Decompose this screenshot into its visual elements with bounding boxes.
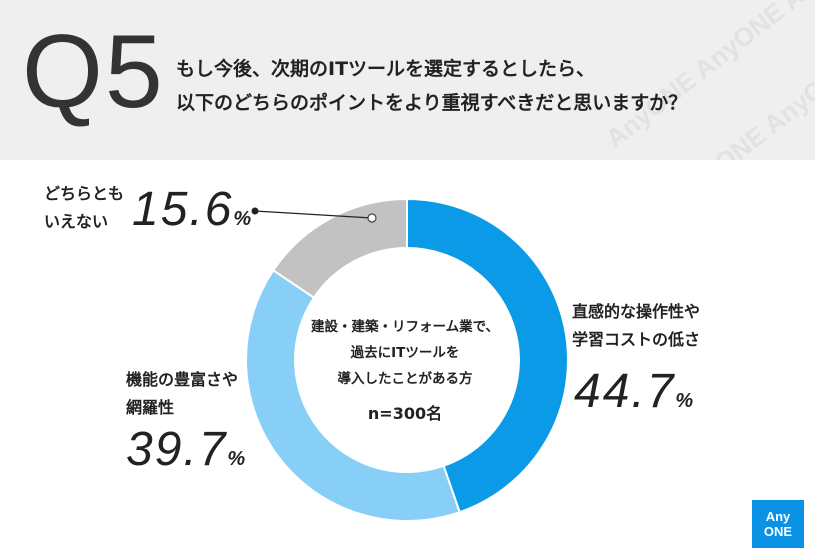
label-neither: どちらとも いえない xyxy=(44,180,124,236)
percent-ease: 44.7% xyxy=(574,368,693,425)
slice-ease xyxy=(406,197,569,514)
percent-sign: % xyxy=(233,208,252,230)
slice-neither xyxy=(271,197,408,300)
question-number: Q5 xyxy=(22,14,165,130)
label-ease-line2: 学習コストの低さ xyxy=(572,330,701,349)
label-ease: 直感的な操作性や 学習コストの低さ xyxy=(572,298,700,354)
label-neither-line1: どちらとも xyxy=(44,184,125,203)
percent-neither: 15.6% xyxy=(132,186,251,243)
question-line: もし今後、次期のITツールを選定するとしたら、 xyxy=(176,58,596,80)
percent-value: 39.7 xyxy=(126,423,228,476)
question-text: もし今後、次期のITツールを選定するとしたら、 以下のどちらのポイントをより重視… xyxy=(176,52,687,120)
sample-size: n=300名 xyxy=(367,404,443,423)
slice-features xyxy=(245,268,461,522)
center-note-line: 建設・建築・リフォーム業で、 xyxy=(310,319,500,335)
logo-text: ONE xyxy=(763,524,793,539)
anyone-logo: Any ONE xyxy=(752,500,804,548)
label-ease-line1: 直感的な操作性や xyxy=(572,302,701,321)
center-note: 建設・建築・リフォーム業で、 過去にITツールを 導入したことがある方 xyxy=(300,314,510,392)
logo-text: Any xyxy=(765,509,791,524)
percent-value: 44.7 xyxy=(574,365,676,418)
label-neither-line2: いえない xyxy=(44,212,109,231)
question-header: AnyONE AnyONE AnyONE AnyONE AnyONE AnyON… xyxy=(0,0,815,160)
label-features: 機能の豊富さや 網羅性 xyxy=(126,366,238,422)
leader-ring xyxy=(367,213,377,223)
leader-dot xyxy=(251,207,259,215)
center-note-line: 導入したことがある方 xyxy=(337,371,473,387)
percent-sign: % xyxy=(675,390,694,412)
label-features-line2: 網羅性 xyxy=(126,398,175,417)
percent-sign: % xyxy=(227,448,246,470)
center-note-line: 過去にITツールを xyxy=(350,345,460,361)
label-features-line1: 機能の豊富さや xyxy=(126,370,239,389)
question-line: 以下のどちらのポイントをより重視すべきだと思いますか？ xyxy=(176,92,688,114)
leader-line-neither xyxy=(254,210,373,219)
percent-features: 39.7% xyxy=(126,426,245,483)
percent-value: 15.6 xyxy=(132,183,234,236)
